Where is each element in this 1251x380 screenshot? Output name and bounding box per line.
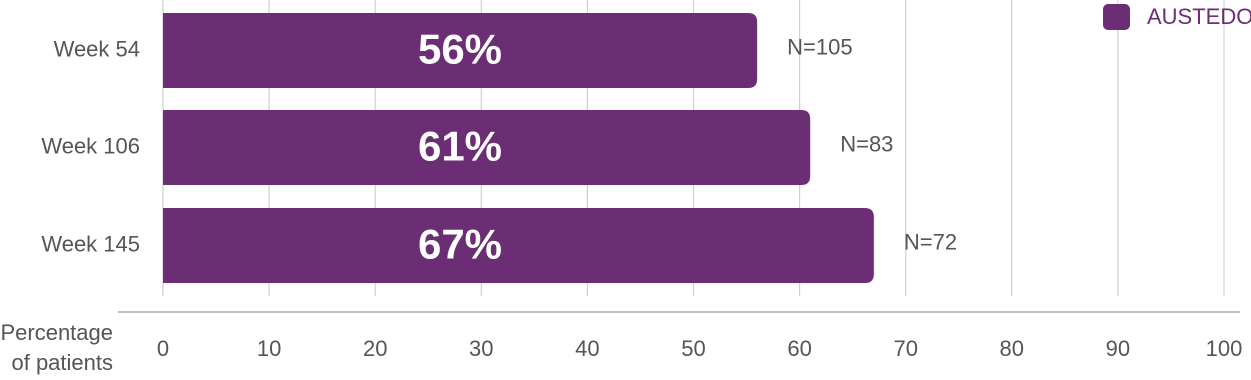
- y-tick-label: Week 106: [41, 133, 140, 158]
- bar: [163, 110, 811, 185]
- legend-swatch: [1103, 4, 1130, 30]
- value-label: 61%: [418, 123, 502, 170]
- x-tick-label: 100: [1206, 336, 1243, 361]
- legend-label: AUSTEDO: [1147, 4, 1251, 29]
- x-tick-label: 0: [157, 336, 169, 361]
- value-label: 67%: [418, 221, 502, 268]
- x-tick-label: 50: [681, 336, 705, 361]
- x-tick-label: 10: [257, 336, 281, 361]
- x-tick-label: 80: [1000, 336, 1024, 361]
- x-tick-label: 30: [469, 336, 493, 361]
- y-tick-label: Week 145: [41, 231, 140, 256]
- bar: [163, 208, 874, 283]
- annotation: N=83: [840, 131, 893, 156]
- annotation: N=72: [904, 229, 957, 254]
- x-tick-label: 60: [787, 336, 811, 361]
- x-tick-label: 70: [893, 336, 917, 361]
- y-tick-label: Week 54: [54, 36, 140, 61]
- x-axis-title: Percentage of patients: [0, 320, 113, 375]
- value-label: 56%: [418, 26, 502, 73]
- x-tick-label: 90: [1106, 336, 1130, 361]
- annotation: N=105: [787, 34, 852, 59]
- x-tick-label: 20: [363, 336, 387, 361]
- x-tick-label: 40: [575, 336, 599, 361]
- bar: [163, 13, 758, 88]
